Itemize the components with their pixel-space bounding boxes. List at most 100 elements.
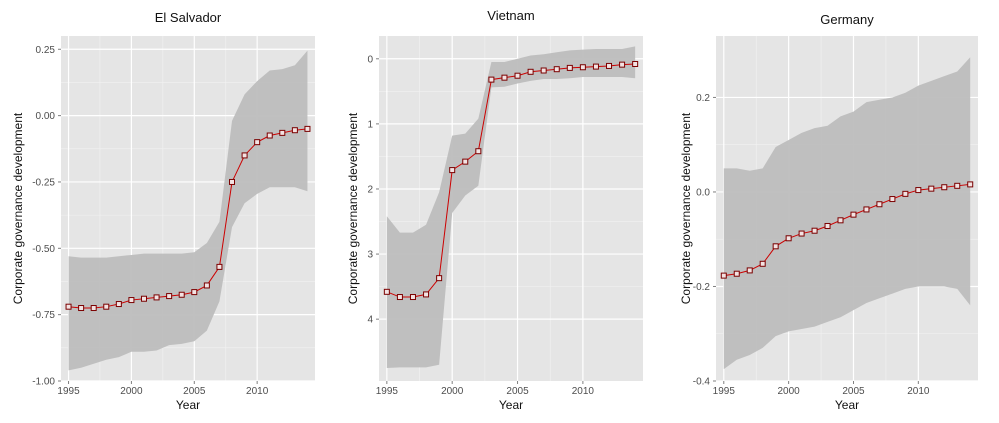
- data-point: [527, 68, 534, 75]
- data-point: [409, 294, 416, 301]
- data-point: [103, 303, 110, 310]
- data-point: [128, 297, 135, 304]
- data-point: [619, 61, 626, 68]
- data-point: [140, 295, 147, 302]
- y-tick-label: 2: [367, 184, 373, 195]
- data-point: [203, 282, 210, 289]
- x-tick-label: 2000: [778, 386, 801, 397]
- data-point: [632, 60, 639, 67]
- data-point: [954, 182, 961, 189]
- x-tick-label: 2010: [572, 386, 595, 397]
- confidence-band: [68, 50, 308, 371]
- y-axis-label: Corporate governance development: [679, 112, 693, 304]
- y-tick-label: 0.2: [696, 93, 710, 104]
- y-tick-label: -1.00: [32, 377, 55, 388]
- data-point: [266, 132, 273, 139]
- data-point: [304, 125, 311, 132]
- data-point: [592, 63, 599, 70]
- x-tick-label: 2010: [246, 386, 269, 397]
- data-point: [540, 67, 547, 74]
- data-point: [436, 275, 443, 282]
- y-tick-label: -0.50: [32, 244, 55, 255]
- y-tick-label: -0.75: [32, 310, 55, 321]
- y-tick-label: 0.00: [36, 111, 56, 122]
- y-axis-label: Corporate governance development: [346, 112, 360, 304]
- x-tick-label: 2005: [506, 386, 529, 397]
- x-axis-label: Year: [176, 398, 200, 412]
- data-point: [566, 64, 573, 71]
- data-point: [746, 267, 753, 274]
- data-point: [967, 181, 974, 188]
- y-tick-label: 0: [367, 54, 373, 65]
- data-point: [553, 66, 560, 73]
- confidence-band: [386, 46, 636, 368]
- data-point: [423, 291, 430, 298]
- data-point: [501, 74, 508, 81]
- x-axis-label: Year: [835, 398, 859, 412]
- data-point: [811, 227, 818, 234]
- confidence-band: [723, 57, 971, 370]
- chart-title: El Salvador: [155, 10, 222, 25]
- data-point: [928, 185, 935, 192]
- data-point: [462, 158, 469, 165]
- data-point: [514, 72, 521, 79]
- data-point: [915, 187, 922, 194]
- data-point: [166, 293, 173, 300]
- data-point: [889, 196, 896, 203]
- data-point: [115, 301, 122, 308]
- data-point: [178, 291, 185, 298]
- data-point: [153, 294, 160, 301]
- data-point: [850, 211, 857, 218]
- data-point: [216, 263, 223, 270]
- data-point: [90, 305, 97, 312]
- data-point: [785, 235, 792, 242]
- x-tick-label: 1995: [57, 386, 80, 397]
- y-axis-label: Corporate governance development: [11, 112, 25, 304]
- data-point: [837, 217, 844, 224]
- x-tick-label: 2005: [183, 386, 206, 397]
- data-point: [78, 305, 85, 312]
- data-point: [579, 64, 586, 71]
- data-point: [733, 270, 740, 277]
- chart-panel-el-salvador: 1995 2000 2005 2010 -1.00 -0.75 -0.50 -0.25 0.00…: [11, 10, 315, 412]
- chart-title: Germany: [820, 12, 874, 27]
- y-tick-label: -0.2: [693, 282, 711, 293]
- data-point: [191, 289, 198, 296]
- y-tick-label: -0.4: [693, 377, 711, 388]
- data-point: [772, 243, 779, 250]
- x-axis-label: Year: [499, 398, 523, 412]
- data-point: [475, 148, 482, 155]
- y-tick-label: 4: [367, 315, 373, 326]
- x-tick-label: 1995: [713, 386, 736, 397]
- data-point: [229, 178, 236, 185]
- data-point: [902, 190, 909, 197]
- y-tick-label: 3: [367, 250, 373, 261]
- data-point: [798, 230, 805, 237]
- data-point: [606, 62, 613, 69]
- chart-panel-germany: 1995 2000 2005 2010 -0.4 -0.2 0.0 0.2 Germany Co…: [679, 12, 978, 412]
- y-tick-label: 0.25: [36, 45, 56, 56]
- data-point: [396, 294, 403, 301]
- data-point: [383, 288, 390, 295]
- chart-title: Vietnam: [487, 8, 534, 23]
- data-point: [279, 129, 286, 136]
- x-tick-label: 1995: [376, 386, 399, 397]
- x-tick-label: 2000: [441, 386, 464, 397]
- data-point: [863, 206, 870, 213]
- data-point: [720, 272, 727, 279]
- data-point: [65, 303, 72, 310]
- x-tick-label: 2010: [907, 386, 930, 397]
- data-point: [941, 184, 948, 191]
- data-point: [488, 76, 495, 83]
- data-point: [824, 222, 831, 229]
- y-tick-label: -0.25: [32, 177, 55, 188]
- x-tick-label: 2005: [842, 386, 865, 397]
- data-point: [449, 167, 456, 174]
- y-tick-label: 0.0: [696, 187, 710, 198]
- data-point: [241, 152, 248, 159]
- x-tick-label: 2000: [120, 386, 143, 397]
- data-point: [291, 127, 298, 134]
- data-point: [759, 260, 766, 267]
- data-point: [254, 139, 261, 146]
